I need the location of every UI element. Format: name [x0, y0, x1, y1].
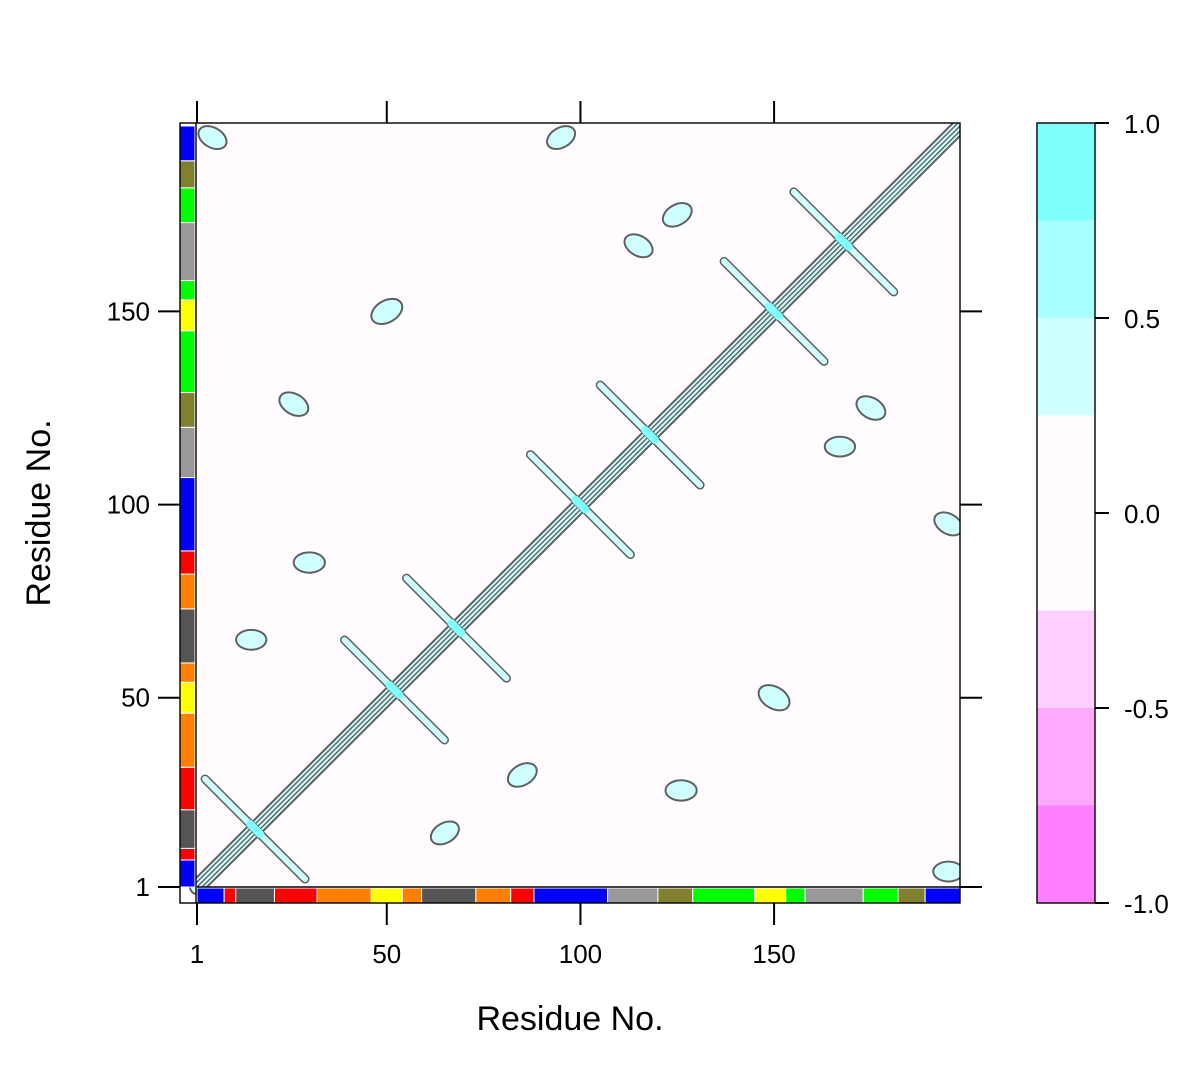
correlation-blob — [370, 297, 404, 326]
y-segment — [179, 160, 196, 189]
x-segment-strip — [196, 886, 961, 904]
y-tick-label: 150 — [107, 296, 150, 326]
x-segment — [924, 887, 961, 904]
correlation-blob — [757, 684, 791, 712]
colorbar-level — [1037, 805, 1095, 903]
colorbar-tick-label: 0.5 — [1124, 304, 1160, 334]
y-segment — [179, 766, 196, 811]
y-segment — [179, 608, 196, 664]
y-segment — [179, 426, 196, 479]
correlation-blob — [933, 511, 960, 537]
cross-contour — [525, 450, 635, 560]
y-segment — [179, 573, 196, 610]
correlation-blob — [546, 125, 577, 151]
x-segment — [754, 887, 787, 904]
colorbar-tick-label: -0.5 — [1124, 694, 1169, 724]
colorbar-tick-label: -1.0 — [1124, 889, 1169, 919]
x-segment — [657, 887, 694, 904]
y-segment-strip — [179, 123, 197, 903]
x-axis-title: Residue No. — [476, 1000, 663, 1038]
plot-frame — [179, 122, 961, 904]
x-segment — [196, 887, 225, 904]
correlation-blob — [855, 395, 887, 421]
y-segment — [179, 477, 196, 552]
x-segment — [235, 887, 275, 904]
y-segment — [179, 299, 196, 332]
colorbar-level — [1037, 708, 1095, 806]
y-segment — [179, 280, 196, 301]
y-segment — [179, 187, 196, 224]
x-segment — [897, 887, 926, 904]
cross-contour — [401, 573, 511, 683]
x-tick-label: 50 — [372, 939, 401, 969]
cross-contour — [200, 774, 310, 884]
y-segment — [179, 392, 196, 428]
x-segment — [804, 887, 864, 904]
cross-contour — [595, 380, 705, 490]
x-segment — [316, 887, 372, 904]
y-segment — [179, 712, 196, 768]
cross-contour — [340, 635, 450, 745]
cross-contour — [789, 187, 899, 297]
colorbar-level — [1037, 123, 1095, 221]
y-axis-title: Residue No. — [20, 419, 58, 606]
x-segment — [533, 887, 609, 904]
y-tick-label: 50 — [121, 683, 150, 713]
y-segment — [179, 859, 196, 888]
y-segment — [179, 662, 196, 683]
colorbar-level — [1037, 415, 1095, 611]
colorbar-level — [1037, 318, 1095, 416]
x-segment — [401, 887, 423, 904]
y-segment — [179, 125, 196, 162]
y-segment — [179, 222, 196, 282]
cross-contour — [719, 256, 829, 366]
x-segment — [692, 887, 756, 904]
colorbar-tick-label: 1.0 — [1124, 109, 1160, 139]
correlation-blob — [235, 628, 268, 651]
correlation-blob — [932, 860, 960, 883]
x-segment — [607, 887, 659, 904]
correlation-blob — [429, 820, 460, 846]
colorbar: 1.0 0.5 0.0 -0.5 -1.0 — [1036, 109, 1169, 919]
correlation-blob — [664, 779, 698, 802]
x-segment — [370, 887, 403, 904]
y-segment — [179, 809, 196, 849]
y-segment — [179, 550, 196, 575]
correlation-blob — [661, 202, 693, 228]
correlation-blob — [623, 233, 654, 259]
x-segment — [223, 887, 237, 904]
x-segment — [510, 887, 535, 904]
correlation-blob — [292, 551, 326, 574]
x-tick-label: 1 — [190, 939, 204, 969]
colorbar-level — [1037, 610, 1095, 708]
correlation-blob — [506, 762, 538, 788]
plot-area — [180, 123, 960, 903]
x-tick-label: 150 — [752, 939, 795, 969]
correlation-contours — [189, 123, 960, 895]
y-tick-label: 1 — [136, 872, 150, 902]
x-segment — [862, 887, 899, 904]
y-tick-label: 100 — [107, 490, 150, 520]
colorbar-level — [1037, 220, 1095, 318]
y-segment — [179, 330, 196, 394]
y-segment — [179, 681, 196, 714]
correlation-blob — [278, 391, 310, 417]
x-segment — [421, 887, 477, 904]
x-segment — [785, 887, 806, 904]
colorbar-tick-label: 0.0 — [1124, 499, 1160, 529]
x-segment — [475, 887, 512, 904]
correlation-blob — [823, 435, 857, 458]
x-segment — [273, 887, 318, 904]
x-tick-label: 100 — [559, 939, 602, 969]
y-segment — [179, 847, 196, 861]
correlation-blob — [197, 125, 228, 151]
